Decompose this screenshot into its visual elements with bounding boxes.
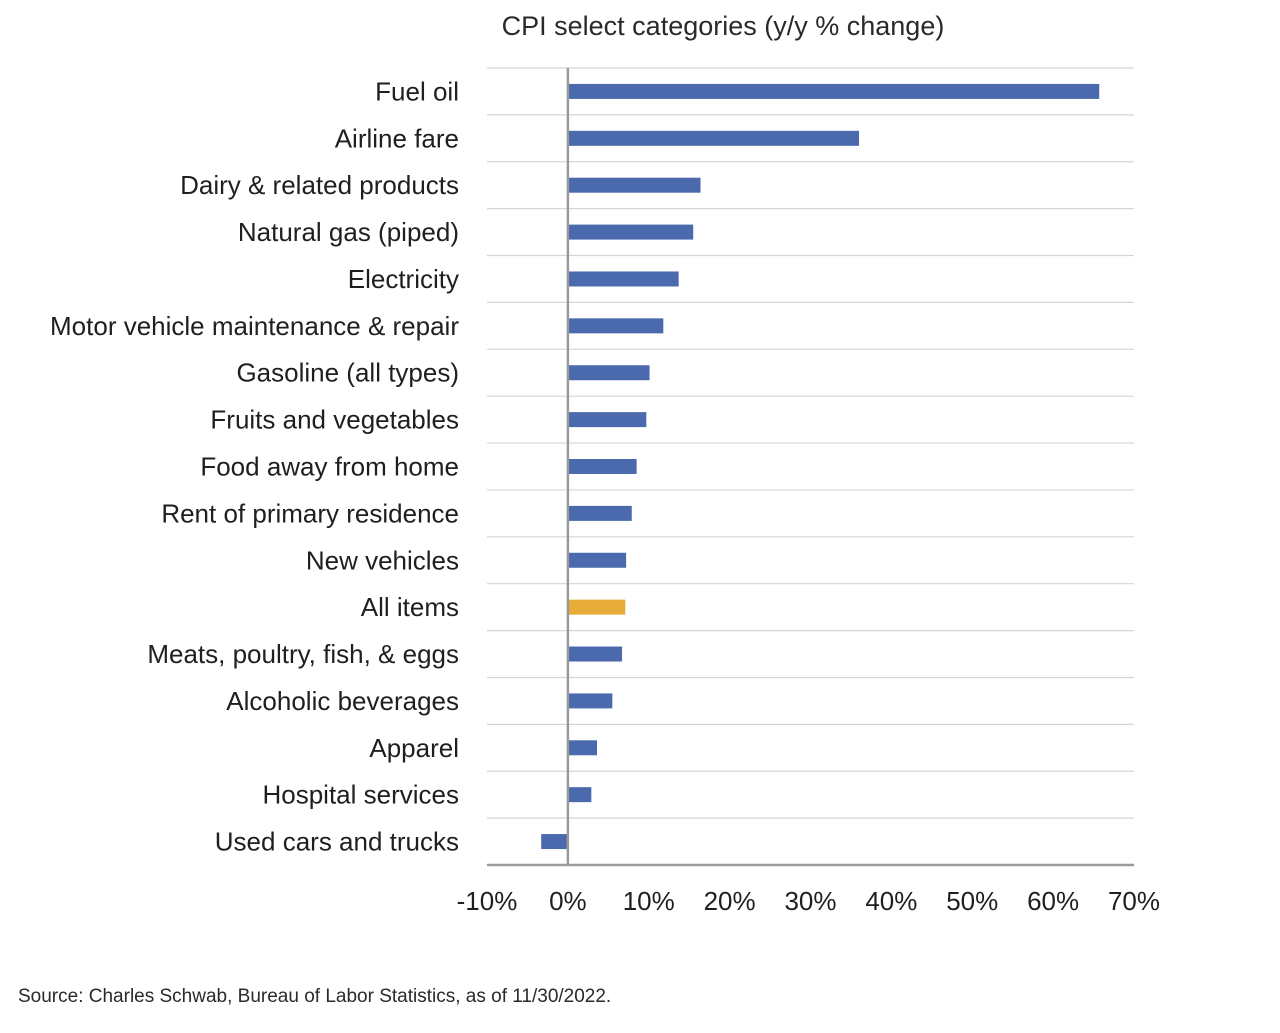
- bar-hospital-services: [567, 787, 592, 803]
- bar-gasoline-all-types: [567, 365, 650, 381]
- bar-fuel-oil: [567, 83, 1100, 99]
- bar-dairy-related-products: [567, 177, 701, 193]
- category-label: Airline fare: [335, 123, 459, 153]
- category-label: Natural gas (piped): [238, 217, 459, 247]
- chart-title: CPI select categories (y/y % change): [502, 11, 945, 41]
- x-tick-label: 60%: [1027, 886, 1079, 916]
- category-label: All items: [361, 592, 459, 622]
- bar-natural-gas-piped: [567, 224, 694, 240]
- axes: [487, 68, 1134, 867]
- x-tick-label: -10%: [457, 886, 518, 916]
- category-label: Dairy & related products: [180, 170, 459, 200]
- gridlines: [487, 67, 1134, 819]
- bar-fruits-and-vegetables: [567, 412, 647, 428]
- category-label: Used cars and trucks: [215, 827, 459, 857]
- bar-used-cars-and-trucks: [541, 834, 568, 850]
- category-label: Hospital services: [262, 780, 459, 810]
- category-label: New vehicles: [306, 545, 459, 575]
- bar-all-items: [567, 599, 626, 615]
- bar-alcoholic-beverages: [567, 693, 613, 709]
- category-label: Fuel oil: [375, 76, 459, 106]
- category-label: Motor vehicle maintenance & repair: [50, 311, 459, 341]
- bar-meats-poultry-fish-eggs: [567, 646, 623, 662]
- bars: [541, 83, 1100, 850]
- bar-airline-fare: [567, 130, 860, 146]
- source-note: Source: Charles Schwab, Bureau of Labor …: [18, 986, 612, 1007]
- category-label: Rent of primary residence: [161, 498, 459, 528]
- category-label: Apparel: [369, 733, 459, 763]
- bar-apparel: [567, 740, 597, 756]
- x-tick-labels: -10% 0% 10% 20% 30% 40% 50% 60% 70%: [457, 886, 1160, 916]
- x-tick-label: 0%: [549, 886, 587, 916]
- category-label: Meats, poultry, fish, & eggs: [147, 639, 459, 669]
- x-tick-label: 50%: [946, 886, 998, 916]
- category-label: Food away from home: [200, 452, 459, 482]
- category-label: Gasoline (all types): [236, 358, 459, 388]
- category-labels: Fuel oil Airline fare Dairy & related prod…: [50, 76, 459, 856]
- x-tick-label: 30%: [784, 886, 836, 916]
- cpi-bar-chart: CPI select categories (y/y % change) Fue…: [50, 11, 1160, 916]
- category-label: Alcoholic beverages: [226, 686, 459, 716]
- category-label: Fruits and vegetables: [210, 405, 459, 435]
- bar-rent-of-primary-residence: [567, 505, 632, 521]
- x-tick-label: 70%: [1108, 886, 1160, 916]
- x-tick-label: 40%: [865, 886, 917, 916]
- category-label: Electricity: [348, 264, 459, 294]
- x-tick-label: 10%: [623, 886, 675, 916]
- bar-new-vehicles: [567, 552, 627, 568]
- bar-motor-vehicle-maintenance-repair: [567, 318, 664, 334]
- x-tick-label: 20%: [704, 886, 756, 916]
- bar-food-away-from-home: [567, 459, 637, 474]
- bar-electricity: [567, 271, 679, 287]
